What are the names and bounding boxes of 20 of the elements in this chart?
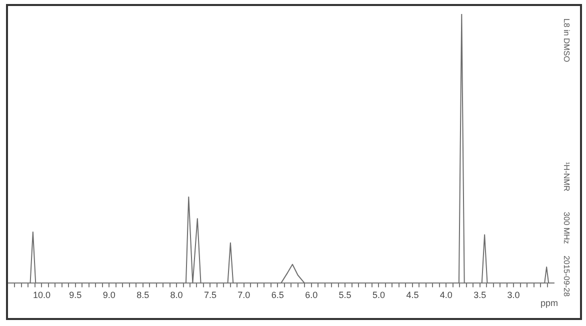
text: ¹H-NMR [562, 162, 571, 192]
x-tick-label: 5.5 [338, 290, 352, 300]
x-tick-label: 9.0 [102, 290, 116, 300]
x-tick-label: 6.0 [305, 290, 318, 300]
x-tick-label: 10.0 [32, 290, 50, 300]
x-tick-label: 3.5 [474, 290, 486, 300]
x-tick-label: 5.0 [372, 290, 385, 300]
x-axis-title: ppm [540, 298, 558, 308]
x-tick-label: 8.5 [136, 290, 150, 300]
x-tick-label: 7.5 [204, 290, 216, 300]
x-tick-label: 4.0 [440, 290, 452, 300]
x-tick-label: 6.5 [271, 290, 284, 300]
x-tick-label: 9.5 [69, 290, 82, 300]
x-tick-label: 7.0 [238, 290, 250, 300]
text: 300 MHz [562, 212, 571, 244]
x-tick-label: 8.0 [170, 290, 183, 300]
text: L8 in DMSO [562, 18, 571, 62]
x-tick-label: 3.0 [507, 290, 520, 300]
x-tick-label: 4.5 [406, 290, 419, 300]
text: 2015-09-28 [562, 256, 571, 298]
